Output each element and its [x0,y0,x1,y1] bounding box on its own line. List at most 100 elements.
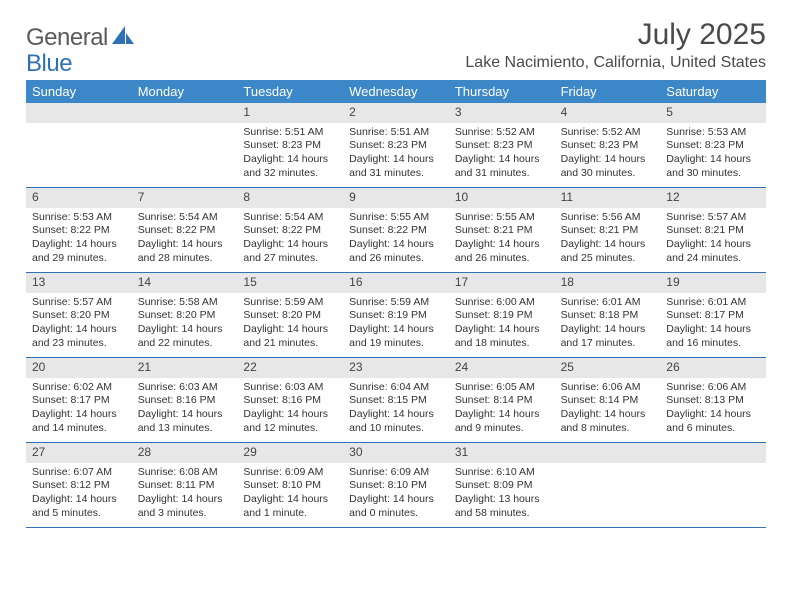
weekday-header: Monday [132,80,238,103]
daylight-text: Daylight: 14 hours and 27 minutes. [243,238,337,265]
day-body: Sunrise: 5:57 AMSunset: 8:20 PMDaylight:… [26,293,132,355]
day-cell: 15Sunrise: 5:59 AMSunset: 8:20 PMDayligh… [237,273,343,357]
day-number: 28 [132,443,238,463]
sunrise-text: Sunrise: 5:59 AM [349,296,443,310]
logo-text-blue: Blue [26,50,72,77]
sunset-text: Sunset: 8:22 PM [243,224,337,238]
daylight-text: Daylight: 14 hours and 31 minutes. [349,153,443,180]
calendar-page: General July 2025 Lake Nacimiento, Calif… [0,0,792,528]
day-body: Sunrise: 6:01 AMSunset: 8:18 PMDaylight:… [555,293,661,355]
daylight-text: Daylight: 14 hours and 9 minutes. [455,408,549,435]
week-row: 13Sunrise: 5:57 AMSunset: 8:20 PMDayligh… [26,273,766,358]
day-body: Sunrise: 6:03 AMSunset: 8:16 PMDaylight:… [237,378,343,440]
daylight-text: Daylight: 13 hours and 58 minutes. [455,493,549,520]
day-number: 2 [343,103,449,123]
weekday-header: Sunday [26,80,132,103]
day-cell: 10Sunrise: 5:55 AMSunset: 8:21 PMDayligh… [449,188,555,272]
day-cell: 5Sunrise: 5:53 AMSunset: 8:23 PMDaylight… [660,103,766,187]
sunrise-text: Sunrise: 5:52 AM [455,126,549,140]
day-cell: 21Sunrise: 6:03 AMSunset: 8:16 PMDayligh… [132,358,238,442]
day-cell: 31Sunrise: 6:10 AMSunset: 8:09 PMDayligh… [449,443,555,527]
daylight-text: Daylight: 14 hours and 10 minutes. [349,408,443,435]
day-cell [660,443,766,527]
daylight-text: Daylight: 14 hours and 18 minutes. [455,323,549,350]
sunset-text: Sunset: 8:19 PM [349,309,443,323]
sunrise-text: Sunrise: 6:09 AM [243,466,337,480]
sunrise-text: Sunrise: 6:03 AM [138,381,232,395]
day-cell [26,103,132,187]
day-cell: 22Sunrise: 6:03 AMSunset: 8:16 PMDayligh… [237,358,343,442]
daylight-text: Daylight: 14 hours and 26 minutes. [455,238,549,265]
logo-blue-wrap: Blue [26,50,72,78]
sunset-text: Sunset: 8:23 PM [243,139,337,153]
day-body: Sunrise: 6:06 AMSunset: 8:13 PMDaylight:… [660,378,766,440]
day-cell: 11Sunrise: 5:56 AMSunset: 8:21 PMDayligh… [555,188,661,272]
daylight-text: Daylight: 14 hours and 13 minutes. [138,408,232,435]
sunset-text: Sunset: 8:19 PM [455,309,549,323]
day-number: 19 [660,273,766,293]
sunrise-text: Sunrise: 6:01 AM [561,296,655,310]
weekday-header: Saturday [660,80,766,103]
sunset-text: Sunset: 8:23 PM [666,139,760,153]
daylight-text: Daylight: 14 hours and 29 minutes. [32,238,126,265]
sunset-text: Sunset: 8:15 PM [349,394,443,408]
daylight-text: Daylight: 14 hours and 1 minute. [243,493,337,520]
sunrise-text: Sunrise: 5:53 AM [32,211,126,225]
day-cell: 25Sunrise: 6:06 AMSunset: 8:14 PMDayligh… [555,358,661,442]
sunrise-text: Sunrise: 5:59 AM [243,296,337,310]
sunset-text: Sunset: 8:22 PM [349,224,443,238]
daylight-text: Daylight: 14 hours and 21 minutes. [243,323,337,350]
sunrise-text: Sunrise: 6:02 AM [32,381,126,395]
day-number: 5 [660,103,766,123]
sunset-text: Sunset: 8:21 PM [666,224,760,238]
weeks-container: 1Sunrise: 5:51 AMSunset: 8:23 PMDaylight… [26,103,766,528]
day-cell: 16Sunrise: 5:59 AMSunset: 8:19 PMDayligh… [343,273,449,357]
day-cell: 29Sunrise: 6:09 AMSunset: 8:10 PMDayligh… [237,443,343,527]
day-body: Sunrise: 6:08 AMSunset: 8:11 PMDaylight:… [132,463,238,525]
daylight-text: Daylight: 14 hours and 25 minutes. [561,238,655,265]
sunset-text: Sunset: 8:16 PM [243,394,337,408]
day-number: 7 [132,188,238,208]
sunrise-text: Sunrise: 6:03 AM [243,381,337,395]
daylight-text: Daylight: 14 hours and 8 minutes. [561,408,655,435]
sunrise-text: Sunrise: 6:06 AM [561,381,655,395]
calendar-table: Sunday Monday Tuesday Wednesday Thursday… [26,80,766,528]
page-header: General July 2025 Lake Nacimiento, Calif… [26,18,766,72]
sunrise-text: Sunrise: 5:54 AM [138,211,232,225]
day-cell: 28Sunrise: 6:08 AMSunset: 8:11 PMDayligh… [132,443,238,527]
day-body: Sunrise: 5:52 AMSunset: 8:23 PMDaylight:… [449,123,555,185]
weekday-header: Thursday [449,80,555,103]
sunset-text: Sunset: 8:21 PM [561,224,655,238]
day-body: Sunrise: 5:59 AMSunset: 8:20 PMDaylight:… [237,293,343,355]
day-cell: 13Sunrise: 5:57 AMSunset: 8:20 PMDayligh… [26,273,132,357]
daylight-text: Daylight: 14 hours and 17 minutes. [561,323,655,350]
sunrise-text: Sunrise: 5:55 AM [455,211,549,225]
sunset-text: Sunset: 8:16 PM [138,394,232,408]
day-number: 1 [237,103,343,123]
sunrise-text: Sunrise: 5:57 AM [32,296,126,310]
day-body: Sunrise: 5:51 AMSunset: 8:23 PMDaylight:… [237,123,343,185]
day-number: 4 [555,103,661,123]
day-cell: 26Sunrise: 6:06 AMSunset: 8:13 PMDayligh… [660,358,766,442]
sunset-text: Sunset: 8:22 PM [138,224,232,238]
daylight-text: Daylight: 14 hours and 14 minutes. [32,408,126,435]
sunrise-text: Sunrise: 6:00 AM [455,296,549,310]
day-cell: 27Sunrise: 6:07 AMSunset: 8:12 PMDayligh… [26,443,132,527]
daylight-text: Daylight: 14 hours and 0 minutes. [349,493,443,520]
daylight-text: Daylight: 14 hours and 30 minutes. [666,153,760,180]
sunset-text: Sunset: 8:20 PM [243,309,337,323]
day-number: 26 [660,358,766,378]
day-number: 20 [26,358,132,378]
day-number [660,443,766,463]
day-body: Sunrise: 6:03 AMSunset: 8:16 PMDaylight:… [132,378,238,440]
day-body: Sunrise: 5:53 AMSunset: 8:22 PMDaylight:… [26,208,132,270]
day-cell: 18Sunrise: 6:01 AMSunset: 8:18 PMDayligh… [555,273,661,357]
day-number [555,443,661,463]
day-cell: 3Sunrise: 5:52 AMSunset: 8:23 PMDaylight… [449,103,555,187]
daylight-text: Daylight: 14 hours and 19 minutes. [349,323,443,350]
sunrise-text: Sunrise: 6:08 AM [138,466,232,480]
day-number: 10 [449,188,555,208]
day-body: Sunrise: 6:00 AMSunset: 8:19 PMDaylight:… [449,293,555,355]
day-body: Sunrise: 5:56 AMSunset: 8:21 PMDaylight:… [555,208,661,270]
sunset-text: Sunset: 8:18 PM [561,309,655,323]
